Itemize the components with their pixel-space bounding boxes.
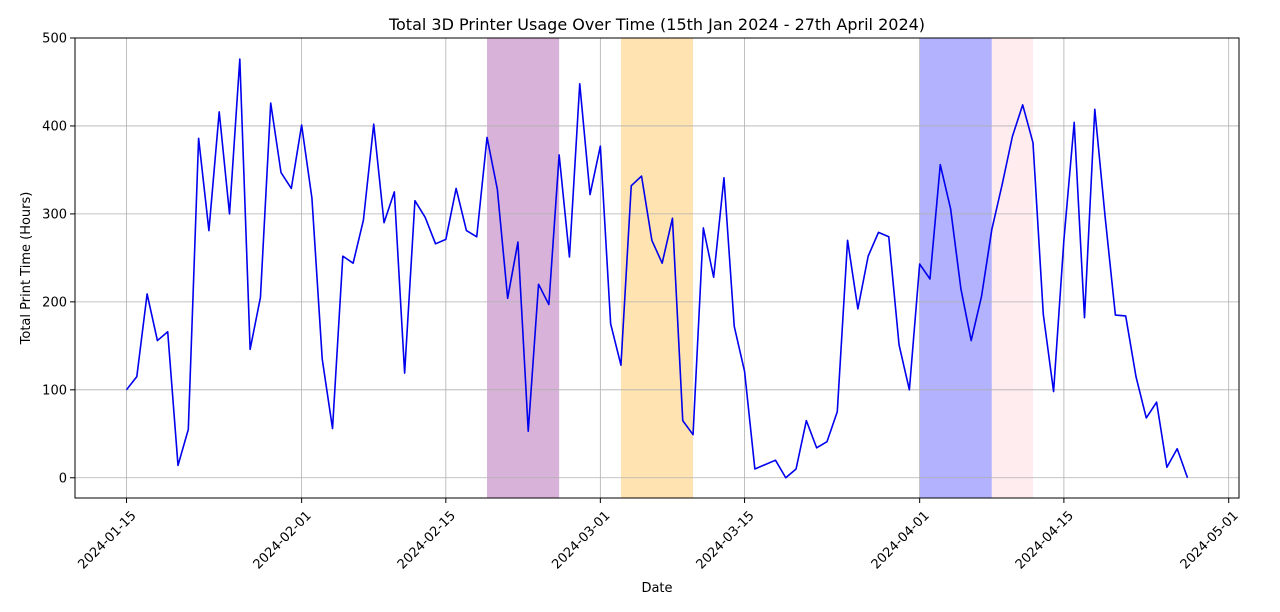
x-axis-label: Date (641, 581, 672, 596)
x-tick-label: 2024-05-01 (1178, 508, 1242, 572)
y-tick-label: 200 (42, 295, 67, 310)
shaded-regions (487, 38, 1033, 498)
plot-frame (74, 37, 1240, 499)
x-axis-ticks: 2024-01-15 2024-02-01 2024-02-15 2024-03-01… (76, 498, 1242, 572)
series-line-1 (125, 58, 1189, 479)
x-tick-label: 2024-04-01 (869, 508, 933, 572)
y-tick-label: 100 (42, 383, 67, 398)
chart-title: Total 3D Printer Usage Over Time (15th J… (388, 15, 925, 34)
x-tick-label: 2024-03-01 (549, 508, 613, 572)
y-tick-label: 400 (42, 119, 67, 134)
data-series (125, 58, 1189, 479)
x-tick-label: 2024-01-15 (76, 508, 140, 572)
y-tick-label: 500 (42, 32, 67, 47)
x-tick-label: 2024-03-15 (694, 508, 758, 572)
shaded-region-4 (991, 38, 1033, 498)
y-tick-label: 0 (59, 471, 67, 486)
x-tick-label: 2024-04-15 (1013, 508, 1077, 572)
x-tick-label: 2024-02-01 (251, 508, 315, 572)
y-axis-ticks: 0 100 200 300 400 500 (42, 32, 75, 486)
shaded-region-2 (620, 38, 694, 498)
y-tick-label: 300 (42, 207, 67, 222)
x-tick-label: 2024-02-15 (395, 508, 459, 572)
shaded-region-1 (487, 38, 560, 498)
y-axis-label: Total Print Time (Hours) (19, 192, 34, 346)
